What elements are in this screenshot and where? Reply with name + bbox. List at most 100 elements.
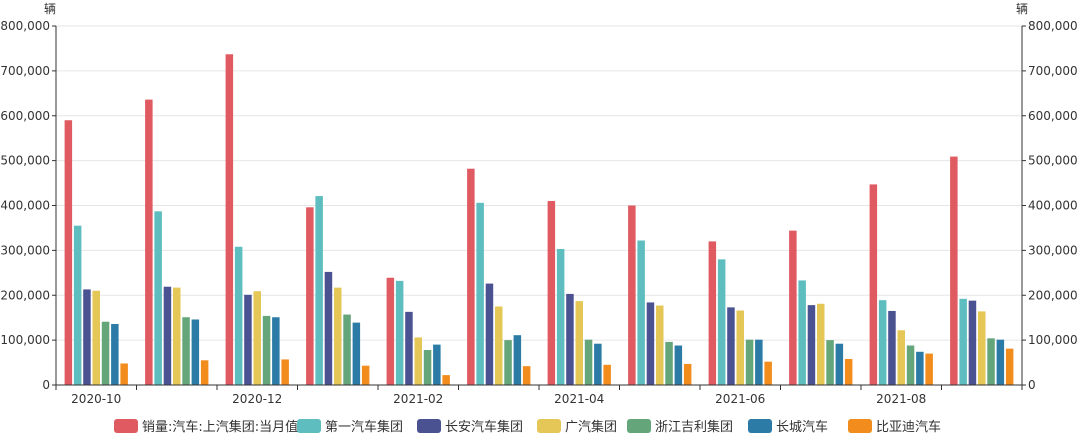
- bar-geely[interactable]: [987, 338, 995, 385]
- bar-saic[interactable]: [145, 99, 153, 385]
- legend-item[interactable]: 第一汽车集团: [297, 419, 403, 435]
- bar-geely[interactable]: [584, 339, 593, 385]
- bar-geely[interactable]: [182, 317, 190, 385]
- bar-gac[interactable]: [414, 337, 423, 385]
- bar-byd[interactable]: [120, 363, 128, 385]
- bar-geely[interactable]: [101, 321, 110, 385]
- bar-gac[interactable]: [817, 303, 825, 385]
- bar-changan[interactable]: [485, 283, 494, 385]
- bar-byd[interactable]: [442, 375, 450, 385]
- bar-byd[interactable]: [361, 365, 370, 385]
- bar-greatwall[interactable]: [674, 345, 683, 385]
- bar-greatwall[interactable]: [835, 343, 844, 385]
- bar-changan[interactable]: [646, 302, 655, 385]
- bar-saic[interactable]: [386, 277, 395, 385]
- bar-byd[interactable]: [522, 366, 531, 385]
- bar-gac[interactable]: [978, 311, 986, 385]
- bar-faw[interactable]: [717, 259, 726, 385]
- bar-changan[interactable]: [807, 305, 816, 385]
- bar-faw[interactable]: [959, 298, 967, 385]
- bar-geely[interactable]: [262, 315, 271, 385]
- bar-greatwall[interactable]: [272, 317, 280, 385]
- bar-faw[interactable]: [154, 211, 162, 385]
- bar-geely[interactable]: [826, 340, 834, 385]
- legend-item[interactable]: 广汽集团: [537, 419, 617, 435]
- bar-byd[interactable]: [281, 359, 289, 385]
- bar-saic[interactable]: [547, 201, 556, 385]
- legend-item[interactable]: 浙江吉利集团: [627, 419, 733, 435]
- bar-saic[interactable]: [950, 156, 958, 385]
- y-axis-left-unit: 辆: [44, 2, 56, 16]
- bar-saic[interactable]: [708, 241, 717, 385]
- bar-changan[interactable]: [888, 310, 896, 385]
- bar-saic[interactable]: [64, 120, 73, 386]
- bar-greatwall[interactable]: [352, 322, 361, 385]
- bar-faw[interactable]: [234, 246, 243, 385]
- bar-greatwall[interactable]: [594, 343, 602, 385]
- bar-geely[interactable]: [504, 340, 512, 385]
- bar-changan[interactable]: [727, 307, 735, 385]
- bar-geely[interactable]: [745, 339, 754, 385]
- bar-faw[interactable]: [878, 300, 887, 385]
- bar-changan[interactable]: [244, 294, 252, 385]
- bar-byd[interactable]: [764, 361, 772, 385]
- bar-byd[interactable]: [844, 358, 853, 385]
- legend-label: 比亚迪汽车: [876, 419, 941, 435]
- bar-gac[interactable]: [575, 301, 584, 385]
- legend-item[interactable]: 比亚迪汽车: [848, 419, 941, 435]
- bar-saic[interactable]: [225, 54, 234, 386]
- bar-greatwall[interactable]: [191, 319, 200, 385]
- bar-saic[interactable]: [628, 205, 636, 386]
- bar-geely[interactable]: [665, 341, 673, 385]
- bar-changan[interactable]: [405, 311, 413, 385]
- y-tick-label-left: 100,000: [0, 333, 50, 347]
- bar-gac[interactable]: [334, 287, 342, 385]
- bar-greatwall[interactable]: [996, 339, 1005, 385]
- y-tick-label-right: 700,000: [1028, 64, 1078, 78]
- bar-changan[interactable]: [163, 286, 172, 385]
- bar-byd[interactable]: [683, 363, 692, 385]
- bar-byd[interactable]: [1005, 348, 1014, 385]
- bar-saic[interactable]: [869, 184, 878, 385]
- bar-gac[interactable]: [495, 306, 503, 385]
- bar-greatwall[interactable]: [111, 323, 119, 385]
- y-tick-label-left: 600,000: [0, 109, 50, 123]
- bar-saic[interactable]: [467, 168, 475, 385]
- legend-item[interactable]: 长安汽车集团: [417, 419, 523, 435]
- bar-gac[interactable]: [897, 330, 906, 385]
- bar-greatwall[interactable]: [433, 344, 441, 385]
- bar-faw[interactable]: [395, 280, 404, 385]
- bar-changan[interactable]: [566, 293, 574, 385]
- legend-label: 长城汽车: [776, 419, 828, 435]
- bar-gac[interactable]: [656, 305, 664, 385]
- bar-greatwall[interactable]: [916, 351, 924, 385]
- bar-faw[interactable]: [556, 249, 565, 385]
- bar-byd[interactable]: [603, 364, 611, 385]
- bar-faw[interactable]: [637, 240, 645, 385]
- bar-gac[interactable]: [173, 287, 181, 385]
- bar-greatwall[interactable]: [513, 335, 522, 385]
- bar-changan[interactable]: [83, 289, 91, 385]
- legend-item[interactable]: 销量:汽车:上汽集团:当月值: [114, 419, 298, 435]
- bar-byd[interactable]: [200, 360, 209, 385]
- bar-geely[interactable]: [343, 314, 351, 385]
- y-ticks-left: 0 100,000 200,000 300,000 400,000 500,000 600,…: [0, 19, 56, 392]
- bar-saic[interactable]: [306, 207, 314, 385]
- bar-gac[interactable]: [253, 291, 262, 385]
- legend-item[interactable]: 长城汽车: [748, 419, 828, 435]
- bar-changan[interactable]: [324, 271, 333, 385]
- bar-faw[interactable]: [798, 280, 806, 385]
- legend[interactable]: 销量:汽车:上汽集团:当月值 第一汽车集团 长安汽车集团 广汽集团 浙江吉利集团 长城汽车…: [114, 419, 941, 435]
- bar-saic[interactable]: [789, 230, 797, 385]
- bar-gac[interactable]: [92, 290, 101, 385]
- bar-gac[interactable]: [736, 310, 745, 385]
- bar-greatwall[interactable]: [755, 339, 763, 385]
- bar-geely[interactable]: [906, 345, 915, 385]
- bar-byd[interactable]: [925, 353, 933, 385]
- bar-geely[interactable]: [423, 349, 432, 385]
- bar-faw[interactable]: [315, 196, 323, 385]
- bar-changan[interactable]: [968, 300, 977, 385]
- bar-faw[interactable]: [476, 202, 484, 385]
- bar-faw[interactable]: [73, 225, 82, 385]
